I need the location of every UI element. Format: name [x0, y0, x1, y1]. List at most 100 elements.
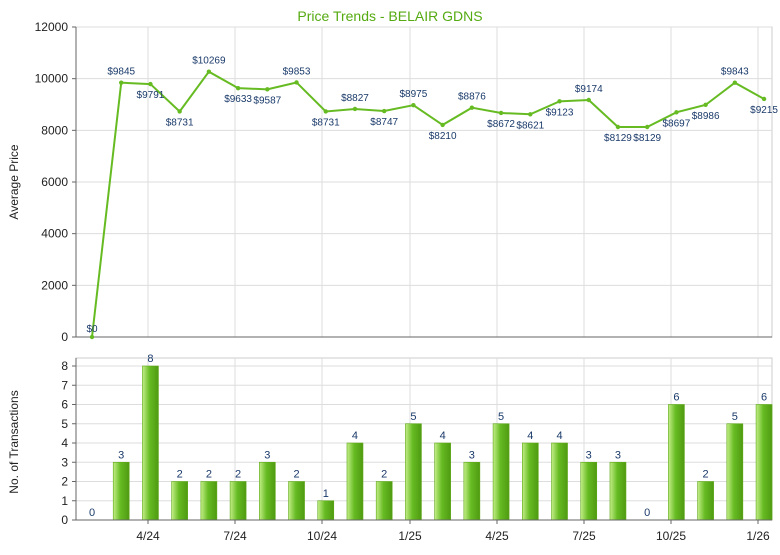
transactions-bar: [551, 442, 568, 521]
x-tick-label: 10/25: [656, 529, 686, 543]
price-axis-label: Average Price: [7, 144, 21, 219]
transactions-ytick-label: 6: [61, 398, 68, 412]
price-point: [382, 108, 387, 114]
price-point: [732, 80, 738, 85]
transactions-ytick-label: 1: [61, 494, 68, 508]
transactions-bar: [200, 481, 218, 521]
transactions-bar: [434, 442, 451, 521]
price-point: [440, 122, 445, 128]
transactions-bar: [171, 481, 188, 521]
transactions-data-label: 2: [381, 469, 387, 481]
price-data-label: $8621: [516, 120, 544, 131]
price-point: [235, 85, 241, 91]
x-tick-label: 7/25: [572, 529, 596, 543]
price-data-label: $8876: [458, 92, 486, 103]
transactions-bar: [375, 481, 393, 521]
price-point: [323, 109, 328, 114]
transactions-data-label: 1: [323, 488, 329, 500]
x-tick-label: 1/25: [398, 529, 422, 543]
price-data-label: $10269: [192, 56, 226, 67]
transactions-data-label: 3: [118, 449, 124, 461]
price-data-label: $9123: [546, 107, 574, 118]
x-tick-label: 10/24: [307, 529, 337, 543]
transactions-data-label: 3: [469, 449, 475, 461]
price-point: [586, 97, 591, 103]
transactions-bar: [317, 500, 335, 521]
price-point: [177, 109, 182, 114]
transactions-ytick-label: 3: [61, 455, 68, 469]
price-data-label: $9633: [224, 94, 252, 105]
price-data-label: $8210: [429, 131, 457, 142]
transactions-data-label: 4: [440, 430, 446, 442]
price-data-label: $8129: [604, 133, 632, 144]
transactions-ytick-label: 8: [61, 359, 68, 373]
transactions-bar: [259, 461, 276, 521]
price-point: [498, 110, 504, 116]
x-tick-label: 4/24: [136, 529, 160, 543]
price-data-label: $8975: [400, 89, 428, 100]
price-panel: 0 2000 4000 6000 8000 10000 12000 $0 $9845 $9791 $…: [35, 20, 779, 344]
price-data-label: $8697: [662, 118, 690, 129]
transactions-data-label: 4: [352, 430, 358, 442]
transactions-axis-label: No. of Transactions: [7, 390, 21, 493]
price-point: [674, 110, 679, 115]
price-point: [615, 124, 621, 130]
transactions-data-label: 3: [264, 449, 270, 461]
price-data-label: $8129: [633, 133, 661, 144]
transactions-bar: [492, 423, 510, 521]
transactions-data-label: 6: [673, 392, 679, 404]
price-point: [703, 102, 708, 108]
transactions-data-label: 2: [235, 469, 241, 481]
transactions-data-label: 5: [410, 411, 416, 423]
transactions-data-label: 5: [498, 411, 504, 423]
transactions-bar: [521, 442, 539, 521]
chart-title: Price Trends - BELAIR GDNS: [297, 8, 482, 24]
price-point: [469, 105, 475, 110]
price-ytick-label: 6000: [41, 175, 68, 189]
transactions-bar: [346, 442, 364, 521]
price-point: [294, 80, 299, 85]
transactions-data-label: 2: [703, 469, 709, 481]
transactions-ytick-label: 7: [61, 378, 68, 392]
price-data-label: $9791: [137, 90, 165, 101]
transactions-data-label: 4: [556, 430, 562, 442]
transactions-data-label: 8: [147, 353, 153, 365]
price-ytick-label: 0: [61, 330, 68, 344]
price-point: [206, 69, 212, 74]
transactions-data-label: 0: [89, 507, 95, 519]
transactions-data-label: 4: [527, 430, 533, 442]
transactions-data-label: 3: [615, 449, 621, 461]
price-point: [89, 334, 95, 340]
price-data-label: $9845: [107, 67, 135, 78]
transactions-bar: [112, 461, 130, 521]
price-ytick-label: 4000: [41, 227, 68, 241]
transactions-data-label: 2: [177, 469, 183, 481]
transactions-ytick-label: 5: [61, 417, 68, 431]
transactions-panel: 0 1 2 3 4 5 6 7 8 0 3 8 2 2 2 3 2 1 4 2 5 4 3 5 4 4 3 3 0 6 2 5 6 4/24 7/2…: [61, 353, 773, 543]
price-data-label: $8731: [166, 117, 194, 128]
price-data-label: $8986: [692, 111, 720, 122]
transactions-data-label: 3: [586, 449, 592, 461]
transactions-ytick-label: 4: [61, 436, 68, 450]
price-data-label: $9853: [283, 66, 311, 77]
transactions-data-label: 5: [732, 411, 738, 423]
price-data-label: $9174: [575, 84, 603, 95]
transactions-bar: [580, 461, 598, 521]
transactions-data-label: 2: [293, 469, 299, 481]
price-data-label: $8827: [341, 93, 369, 104]
price-data-label: $8747: [370, 117, 398, 128]
transactions-data-label: 2: [206, 469, 212, 481]
transactions-bar: [463, 461, 481, 521]
transactions-bar: [229, 481, 247, 521]
price-point: [528, 112, 533, 117]
transactions-data-label: 6: [761, 392, 767, 404]
price-data-label: $8731: [312, 117, 340, 128]
price-point: [761, 96, 767, 102]
price-point: [265, 87, 270, 92]
transactions-bar: [288, 481, 305, 521]
transactions-data-label: 0: [644, 507, 650, 519]
price-point: [352, 106, 358, 112]
transactions-ytick-label: 2: [61, 475, 68, 489]
price-point: [557, 99, 562, 104]
